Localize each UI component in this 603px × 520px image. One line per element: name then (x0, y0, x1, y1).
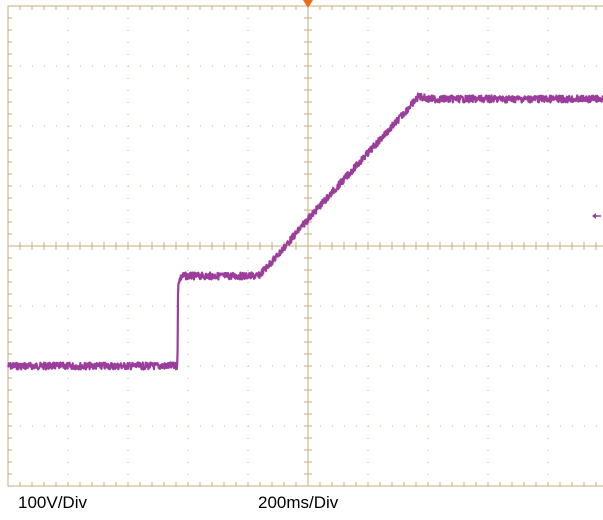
graticule (7, 5, 603, 487)
voltage-trace (7, 92, 603, 371)
trigger-level-marker (592, 213, 601, 219)
vertical-scale-label: 100V/Div (18, 493, 87, 512)
horizontal-scale-label: 200ms/Div (258, 493, 339, 512)
trigger-level-arrow (592, 213, 596, 219)
trigger-position-marker (303, 0, 313, 8)
